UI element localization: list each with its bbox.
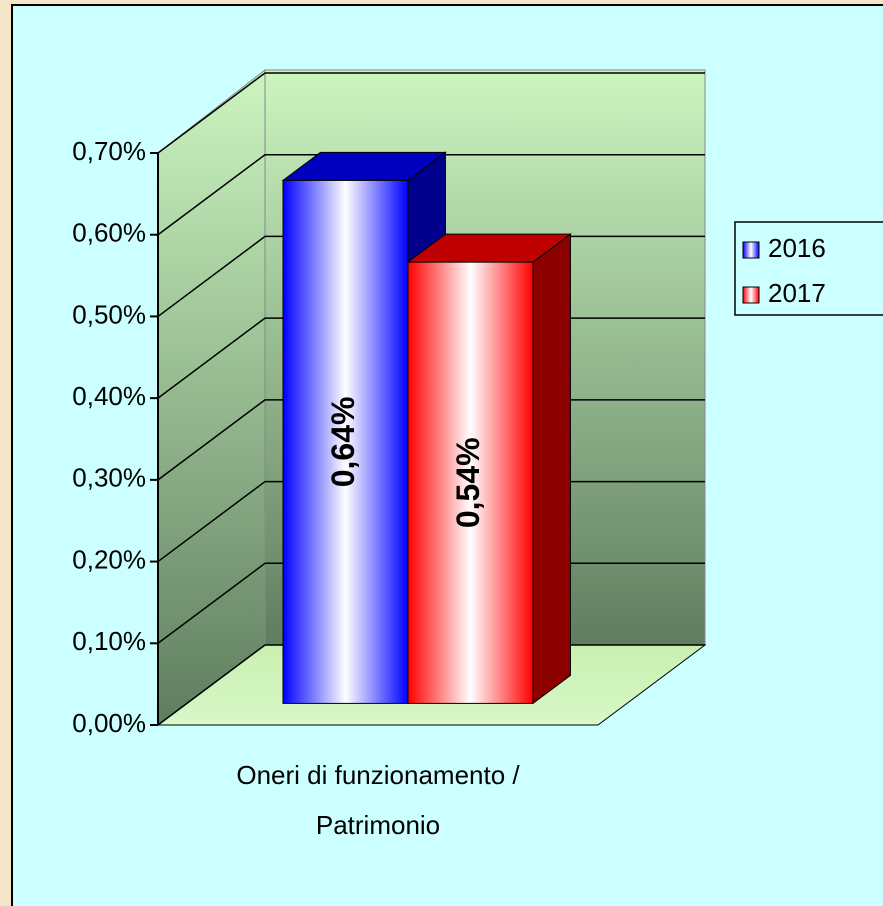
legend-label: 2016 bbox=[768, 233, 826, 263]
data-label: 0,64% bbox=[325, 397, 361, 488]
y-tick-label: 0,70% bbox=[72, 136, 146, 166]
grid-line bbox=[157, 153, 705, 236]
legend-swatch bbox=[742, 241, 760, 259]
y-tick-label: 0,60% bbox=[72, 218, 146, 248]
legend-swatch bbox=[742, 286, 760, 304]
category-label-box: Oneri di funzionamento / Patrimonio bbox=[236, 760, 520, 840]
y-tick-label: 0,00% bbox=[72, 708, 146, 738]
side-wall bbox=[157, 68, 266, 726]
data-label: 0,54% bbox=[450, 437, 486, 528]
y-tick-label: 0,30% bbox=[72, 463, 146, 493]
y-tick-label: 0,50% bbox=[72, 299, 146, 329]
grid-line bbox=[157, 72, 705, 154]
bar bbox=[407, 261, 534, 704]
legend-label: 2017 bbox=[768, 278, 826, 308]
bar-side bbox=[532, 233, 571, 705]
x-category-label: Oneri di funzionamento / Patrimonio bbox=[236, 760, 520, 840]
y-tick-label: 0,40% bbox=[72, 381, 146, 411]
legend bbox=[734, 221, 883, 316]
y-tick-label: 0,10% bbox=[72, 626, 146, 656]
y-tick-label: 0,20% bbox=[72, 544, 146, 574]
